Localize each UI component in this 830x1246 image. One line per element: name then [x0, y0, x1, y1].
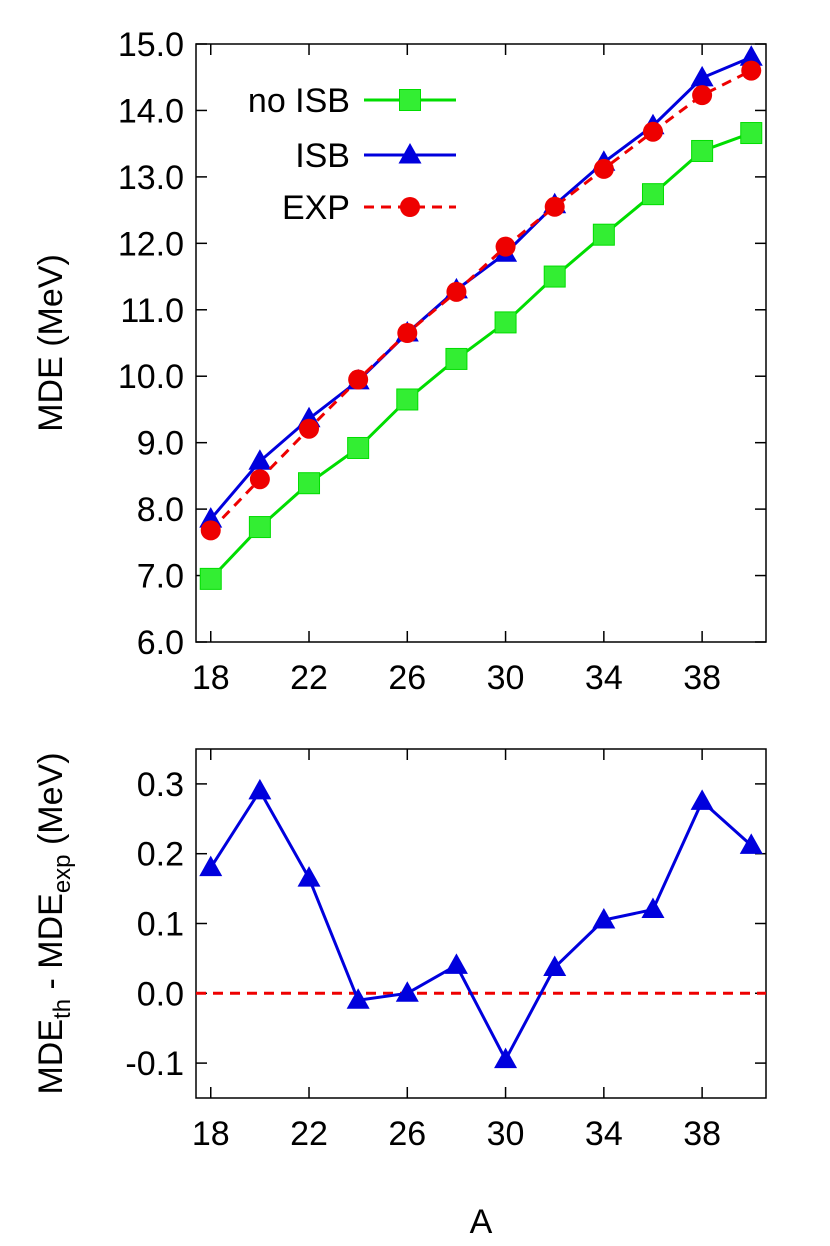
legend: no ISB ISB EXP [248, 82, 456, 227]
data-point [495, 236, 516, 257]
data-point [691, 139, 714, 162]
plot-frame [195, 43, 767, 643]
data-point [395, 981, 419, 1002]
data-point [690, 65, 714, 87]
y-tick-label: 8.0 [137, 491, 184, 529]
y-tick-label: 0.3 [137, 766, 184, 804]
series-line [209, 55, 752, 521]
data-point [248, 778, 272, 800]
y-axis-label-subscript: th [49, 999, 76, 1019]
y-tick-label: 0.1 [137, 906, 184, 944]
data-point [592, 223, 615, 246]
x-tick-label: 34 [585, 659, 623, 697]
y-tick-label: 11.0 [120, 292, 184, 330]
data-point [641, 897, 665, 919]
data-point [543, 955, 567, 976]
data-point [397, 323, 418, 344]
y-tick-label: 14.0 [118, 92, 184, 130]
series-line [209, 787, 753, 1063]
y-tick-label: 7.0 [137, 558, 184, 596]
data-point [346, 988, 370, 1009]
series-line [209, 69, 752, 532]
x-tick-label: 22 [290, 1115, 328, 1153]
data-point [690, 789, 714, 810]
data-point [642, 121, 663, 142]
data-point [199, 855, 223, 877]
x-tick-label: 34 [585, 1115, 623, 1153]
data-point [494, 311, 517, 334]
series-no-isb [199, 122, 763, 590]
data-point [299, 418, 320, 439]
y-axis-label: MDE (MeV) [32, 254, 70, 432]
y-tick-label: 12.0 [118, 225, 184, 263]
x-tick-label: 18 [192, 1115, 230, 1153]
legend-label: no ISB [248, 82, 350, 120]
data-point [249, 469, 270, 490]
data-point [593, 158, 614, 179]
data-point [297, 866, 321, 887]
y-tick-label: 0.0 [137, 975, 184, 1013]
plot-frame [195, 748, 767, 1099]
data-point [592, 908, 616, 929]
x-tick-label: 30 [487, 659, 525, 697]
legend-label: EXP [282, 189, 350, 227]
bottom-chart: -0.1 0.0 0.1 0.2 0.3 18 22 26 30 34 38 MDEth - MDEe… [32, 748, 767, 1241]
x-tick-label: 22 [290, 659, 328, 697]
data-point [248, 449, 272, 470]
x-tick-label: 38 [683, 659, 721, 697]
data-point [543, 265, 566, 288]
x-tick-label: 38 [683, 1115, 721, 1153]
y-tick-label: 0.2 [137, 836, 184, 874]
x-tick-label: 30 [487, 1115, 525, 1153]
series-exp [200, 60, 762, 541]
x-tick-label: 26 [388, 1115, 426, 1153]
data-point [544, 196, 565, 217]
y-axis-label-subscript: exp [49, 854, 76, 893]
y-tick-label: 10.0 [118, 358, 184, 396]
x-axis-label: A [470, 1203, 493, 1241]
data-point [739, 45, 763, 66]
legend-marker [398, 143, 422, 164]
data-point [739, 833, 763, 854]
data-point [741, 60, 762, 81]
data-point [446, 281, 467, 302]
y-axis-label: MDEth - MDEexp (MeV) [32, 752, 76, 1094]
y-axis-label-part: MDE [32, 1019, 70, 1095]
data-point [248, 516, 271, 539]
data-point [444, 953, 468, 974]
x-tick-label: 18 [192, 659, 230, 697]
legend-marker [399, 89, 421, 111]
data-point [347, 436, 370, 459]
x-tick-label: 26 [388, 659, 426, 697]
data-point [445, 347, 468, 370]
data-point [494, 1047, 518, 1069]
data-point [298, 472, 321, 495]
data-point [740, 122, 763, 145]
data-point [641, 183, 664, 206]
y-tick-label: 13.0 [118, 159, 184, 197]
y-axis-label-part: (MeV) [32, 752, 70, 854]
legend-label: ISB [295, 137, 350, 175]
data-point [396, 388, 419, 411]
y-axis-label-part: - MDE [32, 893, 70, 999]
data-point [348, 369, 369, 390]
data-point [200, 520, 221, 541]
y-tick-label: -0.1 [125, 1045, 184, 1083]
y-tick-label: 9.0 [137, 425, 184, 463]
series-diff [199, 778, 763, 1069]
top-chart: 6.0 7.0 8.0 9.0 10.0 11.0 12.0 13.0 14.0 15.0 18 22… [32, 26, 767, 697]
data-point [692, 85, 713, 106]
y-tick-label: 15.0 [118, 26, 184, 64]
data-point [199, 567, 222, 590]
legend-marker [400, 197, 420, 217]
y-tick-label: 6.0 [137, 624, 184, 662]
